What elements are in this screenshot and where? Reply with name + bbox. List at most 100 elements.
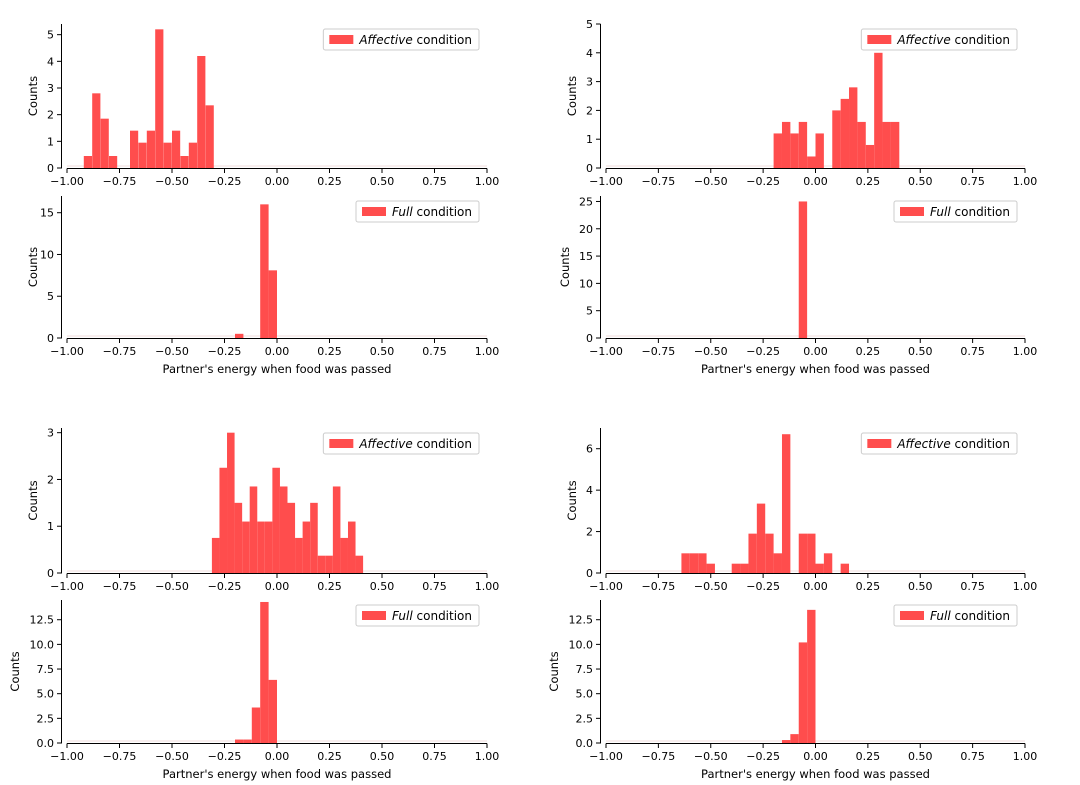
legend-swatch [362,611,386,620]
histogram-bar [332,486,341,573]
x-tick-label: 0.00 [265,345,290,358]
x-tick-label: −1.00 [589,175,623,188]
y-axis-label: Counts [26,480,40,520]
histogram-bar [180,156,189,168]
subplot-p3-full: −1.00 −0.75 −0.50 −0.25 0.00 0.25 0.50 0.75 1.00… [8,600,499,781]
x-tick-label: −0.25 [746,580,780,593]
x-tick-label: 1.00 [1013,580,1038,593]
y-tick-label: 10 [40,248,54,261]
x-tick-label: 0.50 [370,750,395,763]
x-tick-label: 0.00 [265,175,290,188]
legend-swatch [900,207,924,216]
x-tick-label: 0.00 [803,345,828,358]
x-tick-label: 1.00 [475,345,500,358]
x-tick-label: 0.00 [265,580,290,593]
histogram-bar [325,555,333,573]
subplot-p1-affective: −1.00 −0.75 −0.50 −0.25 0.00 0.25 0.50 0.75 1.00… [26,24,499,188]
legend-frame [355,200,480,223]
histogram-bar [242,521,250,573]
x-tick-label: −0.75 [642,345,676,358]
legend-condition-name: Full [930,205,951,219]
histogram-bar [227,432,235,573]
legend-condition-name: Full [930,609,951,623]
y-tick-label: 5.0 [576,688,594,701]
histogram-bar [268,679,277,743]
histogram-bar [798,201,808,338]
y-tick-label: 10 [579,277,593,290]
y-tick-label: 5 [47,29,54,42]
histogram-bar [698,553,707,573]
histogram-bar [815,563,824,573]
x-tick-label: −0.50 [155,345,189,358]
histogram-bar [832,110,841,168]
histogram-bar [740,563,749,573]
histogram-bar [295,537,303,573]
histogram-bar [310,502,318,573]
y-tick-label: 5.0 [37,688,55,701]
y-tick-label: 1 [47,520,54,533]
x-tick-label: 0.75 [422,750,447,763]
y-axis-label: Counts [558,247,572,287]
x-tick-label: −0.25 [746,175,780,188]
legend: Full condition [355,200,480,223]
histogram-bar [234,502,243,573]
histogram-bar [83,156,92,168]
legend-condition-suffix: condition [413,205,472,219]
legend-label: Affective condition [358,33,472,47]
histogram-bar [890,121,900,168]
histogram-bar [807,533,816,573]
legend: Full condition [893,604,1018,627]
x-tick-label: −0.75 [103,750,137,763]
histogram-bar [731,563,741,573]
legend-label: Affective condition [358,437,472,451]
legend-frame [893,200,1018,223]
histogram-bar [268,270,277,338]
x-tick-label: 0.00 [265,750,290,763]
legend-condition-suffix: condition [413,437,472,451]
y-tick-label: 2.5 [37,712,55,725]
legend-label: Full condition [392,609,472,623]
x-tick-label: −0.75 [642,750,676,763]
y-tick-label: 2 [586,526,593,539]
x-tick-label: −0.75 [103,345,137,358]
histogram-bar [257,521,265,573]
histogram-bar [317,555,326,573]
x-tick-label: −0.50 [155,750,189,763]
legend-frame [355,604,480,627]
y-tick-label: 5 [47,290,54,303]
y-tick-label: 1 [47,135,54,148]
x-tick-label: 0.25 [317,175,342,188]
legend-label: Full condition [930,609,1010,623]
y-tick-label: 0 [586,162,593,175]
histogram-bar [807,156,816,168]
y-tick-label: 25 [579,195,593,208]
legend-condition-name: Affective [358,437,412,451]
legend-swatch [329,35,354,44]
legend-swatch [900,611,924,620]
x-tick-label: −1.00 [589,750,623,763]
legend-label: Affective condition [896,437,1010,451]
subplot-p2-full: −1.00 −0.75 −0.50 −0.25 0.00 0.25 0.50 0.75 1.00… [558,195,1037,376]
histogram-bar [773,553,782,573]
x-tick-label: −0.50 [694,580,728,593]
histogram-bar [287,502,296,573]
x-tick-label: 0.50 [370,345,395,358]
histogram-bar [260,204,269,338]
histogram-bar [235,333,244,338]
y-axis-label: Counts [547,651,561,691]
x-tick-label: 0.50 [370,580,395,593]
x-tick-label: −0.50 [694,175,728,188]
x-tick-label: −0.75 [642,175,676,188]
x-tick-label: −0.25 [746,345,780,358]
x-tick-label: 0.25 [317,750,342,763]
x-axis-label: Partner's energy when food was passed [163,362,392,376]
histogram-bar [756,503,766,573]
histogram-bar [874,52,883,168]
histogram-bar [243,739,252,743]
x-tick-label: 0.75 [960,345,985,358]
x-tick-label: 0.75 [422,580,447,593]
legend-condition-suffix: condition [951,205,1010,219]
histogram-bar [840,98,850,168]
y-tick-label: 15 [40,207,54,220]
x-tick-label: 0.25 [856,175,881,188]
